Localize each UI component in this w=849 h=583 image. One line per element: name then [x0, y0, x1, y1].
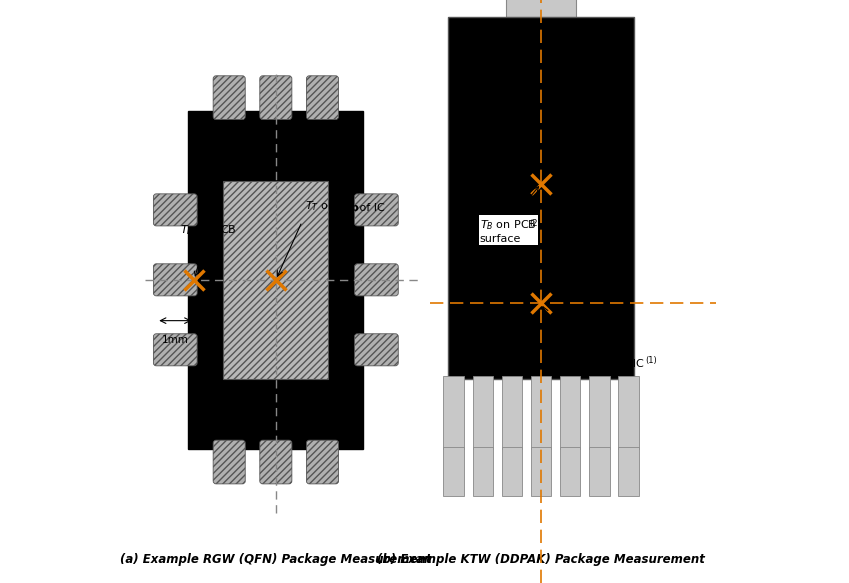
Text: $T_T$ on: $T_T$ on [305, 199, 336, 213]
Bar [443, 447, 464, 496]
Text: of IC: of IC [616, 359, 644, 368]
FancyBboxPatch shape [154, 333, 197, 366]
Text: (b) Example KTW (DDPAK) Package Measurement: (b) Example KTW (DDPAK) Package Measurem… [377, 553, 705, 566]
Text: $T_B$ on PCB
surface: $T_B$ on PCB surface [480, 219, 537, 244]
FancyBboxPatch shape [213, 76, 245, 120]
Bar [502, 447, 522, 496]
Bar [531, 376, 551, 449]
Bar [473, 376, 493, 449]
Bar [618, 447, 638, 496]
FancyBboxPatch shape [355, 194, 398, 226]
Bar [589, 447, 610, 496]
Bar [473, 447, 493, 496]
Text: 1mm: 1mm [576, 164, 603, 174]
FancyBboxPatch shape [260, 440, 292, 484]
FancyBboxPatch shape [306, 440, 339, 484]
FancyBboxPatch shape [355, 264, 398, 296]
Bar [589, 376, 610, 449]
Bar [223, 181, 329, 379]
FancyBboxPatch shape [306, 76, 339, 120]
Bar [188, 111, 363, 449]
Bar [506, 0, 576, 17]
Bar [443, 376, 464, 449]
FancyBboxPatch shape [213, 440, 245, 484]
Bar [502, 376, 522, 449]
Text: (1): (1) [645, 356, 656, 364]
FancyBboxPatch shape [154, 194, 197, 226]
Bar [560, 376, 581, 449]
Text: (2): (2) [530, 219, 541, 227]
Text: $T_B$ on PCB: $T_B$ on PCB [180, 223, 236, 276]
Bar [560, 447, 581, 496]
Bar [618, 376, 638, 449]
Bar [447, 17, 634, 379]
FancyBboxPatch shape [260, 76, 292, 120]
Text: (a) Example RGW (QFN) Package Measurement: (a) Example RGW (QFN) Package Measuremen… [120, 553, 431, 566]
Bar [531, 447, 551, 496]
Text: top: top [600, 359, 621, 368]
Text: top: top [339, 203, 359, 213]
Text: $T_T$ on: $T_T$ on [567, 359, 599, 373]
Text: of IC: of IC [357, 203, 385, 213]
FancyBboxPatch shape [355, 333, 398, 366]
Text: 1mm: 1mm [162, 335, 188, 345]
FancyBboxPatch shape [154, 264, 197, 296]
